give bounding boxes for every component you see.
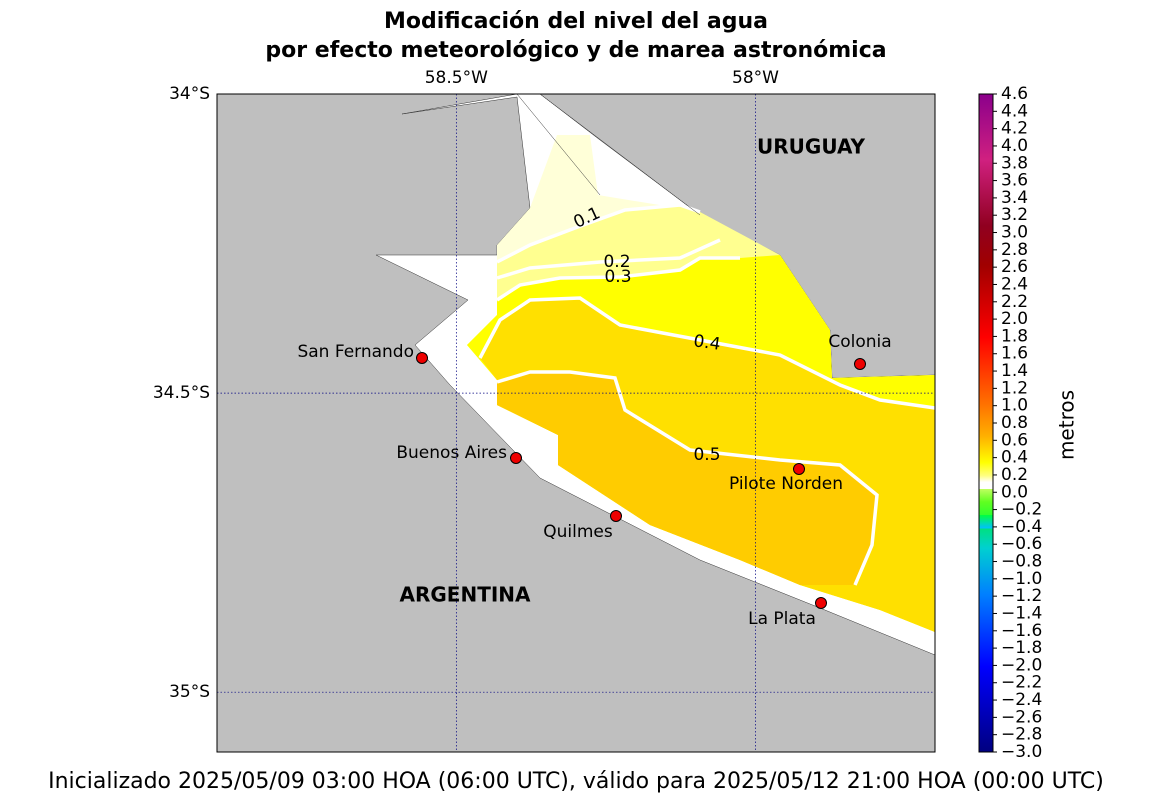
colorbar-tick-label: −0.8 xyxy=(1001,552,1042,572)
contour-line xyxy=(478,296,935,410)
colorbar-tick-label: 3.2 xyxy=(1001,205,1028,225)
colorbar-tick-label: 3.0 xyxy=(1001,223,1028,243)
colorbar-tick-label: −2.8 xyxy=(1001,725,1042,745)
colorbar-tick-label: −2.0 xyxy=(1001,655,1042,675)
colorbar-tick-label: 2.4 xyxy=(1001,274,1028,294)
colorbar-tick-label: 0.0 xyxy=(1001,482,1028,502)
country-label: ARGENTINA xyxy=(400,583,532,607)
colorbar-tick-label: 4.0 xyxy=(1001,136,1028,156)
colorbar-tick-label: 3.4 xyxy=(1001,188,1028,208)
colorbar-tick-label: 1.2 xyxy=(1001,378,1028,398)
colorbar xyxy=(978,93,994,753)
colorbar-tick-label: 4.6 xyxy=(1001,84,1028,104)
colorbar-tick-label: 1.8 xyxy=(1001,326,1028,346)
place-marker xyxy=(510,452,522,464)
colorbar-tick-label: 1.6 xyxy=(1001,344,1028,364)
colorbar-tick-label: 0.6 xyxy=(1001,430,1028,450)
place-marker xyxy=(854,358,866,370)
contour-line xyxy=(496,238,721,280)
coastline xyxy=(516,94,701,216)
contour-label: 0.2 xyxy=(603,252,630,272)
contour-label: 0.3 xyxy=(604,267,631,287)
colorbar-tick-label: 4.4 xyxy=(1001,101,1028,121)
title-line: por efecto meteorológico y de marea astr… xyxy=(265,38,886,63)
colorbar-tick-label: 1.4 xyxy=(1001,361,1028,381)
map-frame xyxy=(216,93,936,753)
colorbar-tick-label: 1.0 xyxy=(1001,396,1028,416)
colorbar-tick-label: −1.6 xyxy=(1001,621,1042,641)
colorbar-tick-label: 2.0 xyxy=(1001,309,1028,329)
contour-line xyxy=(496,370,879,586)
colorbar-tick-label: 0.4 xyxy=(1001,448,1028,468)
title-line: Modificación del nivel del agua xyxy=(384,9,768,34)
level-band xyxy=(497,372,877,585)
lat-tick-label: 35°S xyxy=(169,682,210,702)
contour-label: 0.4 xyxy=(692,331,722,355)
place-label: Pilote Norden xyxy=(729,474,843,494)
colorbar-tick-label: 0.8 xyxy=(1001,413,1028,433)
colorbar-tick-label: 2.6 xyxy=(1001,257,1028,277)
colorbar-tick-label: 0.2 xyxy=(1001,465,1028,485)
map-area xyxy=(217,94,935,752)
colorbar-tick-label: 2.8 xyxy=(1001,240,1028,260)
colorbar-ticks: 4.64.44.24.03.83.63.43.23.02.82.62.42.22… xyxy=(993,84,1042,762)
colorbar-tick-label: 3.8 xyxy=(1001,153,1028,173)
colorbar-tick-label: 2.2 xyxy=(1001,292,1028,312)
place-label: Colonia xyxy=(828,332,891,352)
colorbar-tick-label: −2.4 xyxy=(1001,690,1042,710)
colorbar-tick-label: −3.0 xyxy=(1001,742,1042,762)
place-label: Buenos Aires xyxy=(396,443,507,463)
colorbar-tick-label: −0.6 xyxy=(1001,534,1042,554)
place-marker xyxy=(793,463,805,475)
place-label: Quilmes xyxy=(543,522,613,542)
colorbar-label: metros xyxy=(1055,390,1079,460)
places: San Fernando Buenos Aires Quilmes Coloni… xyxy=(297,332,891,629)
place-marker xyxy=(610,510,622,522)
colorbar-tick-label: −2.6 xyxy=(1001,707,1042,727)
colorbar-tick-label: −1.8 xyxy=(1001,638,1042,658)
contour-line xyxy=(496,256,740,302)
colorbar-tick-label: −2.2 xyxy=(1001,673,1042,693)
lon-tick-label: 58.5°W xyxy=(425,68,488,88)
place-label: San Fernando xyxy=(297,342,414,362)
colorbar-tick-label: −1.2 xyxy=(1001,586,1042,606)
contour-label: 0.5 xyxy=(693,445,720,465)
colorbar-tick-label: −1.0 xyxy=(1001,569,1042,589)
lat-tick-label: 34°S xyxy=(169,84,210,104)
colorbar-tick-label: 3.6 xyxy=(1001,171,1028,191)
colorbar-tick-label: −1.4 xyxy=(1001,603,1042,623)
colorbar-tick-label: 4.2 xyxy=(1001,119,1028,139)
contours xyxy=(478,203,935,586)
colorbar-tick-label: −0.4 xyxy=(1001,517,1042,537)
footer: Inicializado 2025/05/09 03:00 HOA (06:00… xyxy=(48,769,1104,794)
country-label: URUGUAY xyxy=(757,135,865,159)
colorbar-tick-label: −0.2 xyxy=(1001,500,1042,520)
place-marker xyxy=(815,597,827,609)
place-label: La Plata xyxy=(748,609,816,629)
lat-tick-label: 34.5°S xyxy=(153,383,210,403)
lon-tick-label: 58°W xyxy=(732,68,779,88)
contour-line xyxy=(496,203,701,264)
place-marker xyxy=(416,352,428,364)
